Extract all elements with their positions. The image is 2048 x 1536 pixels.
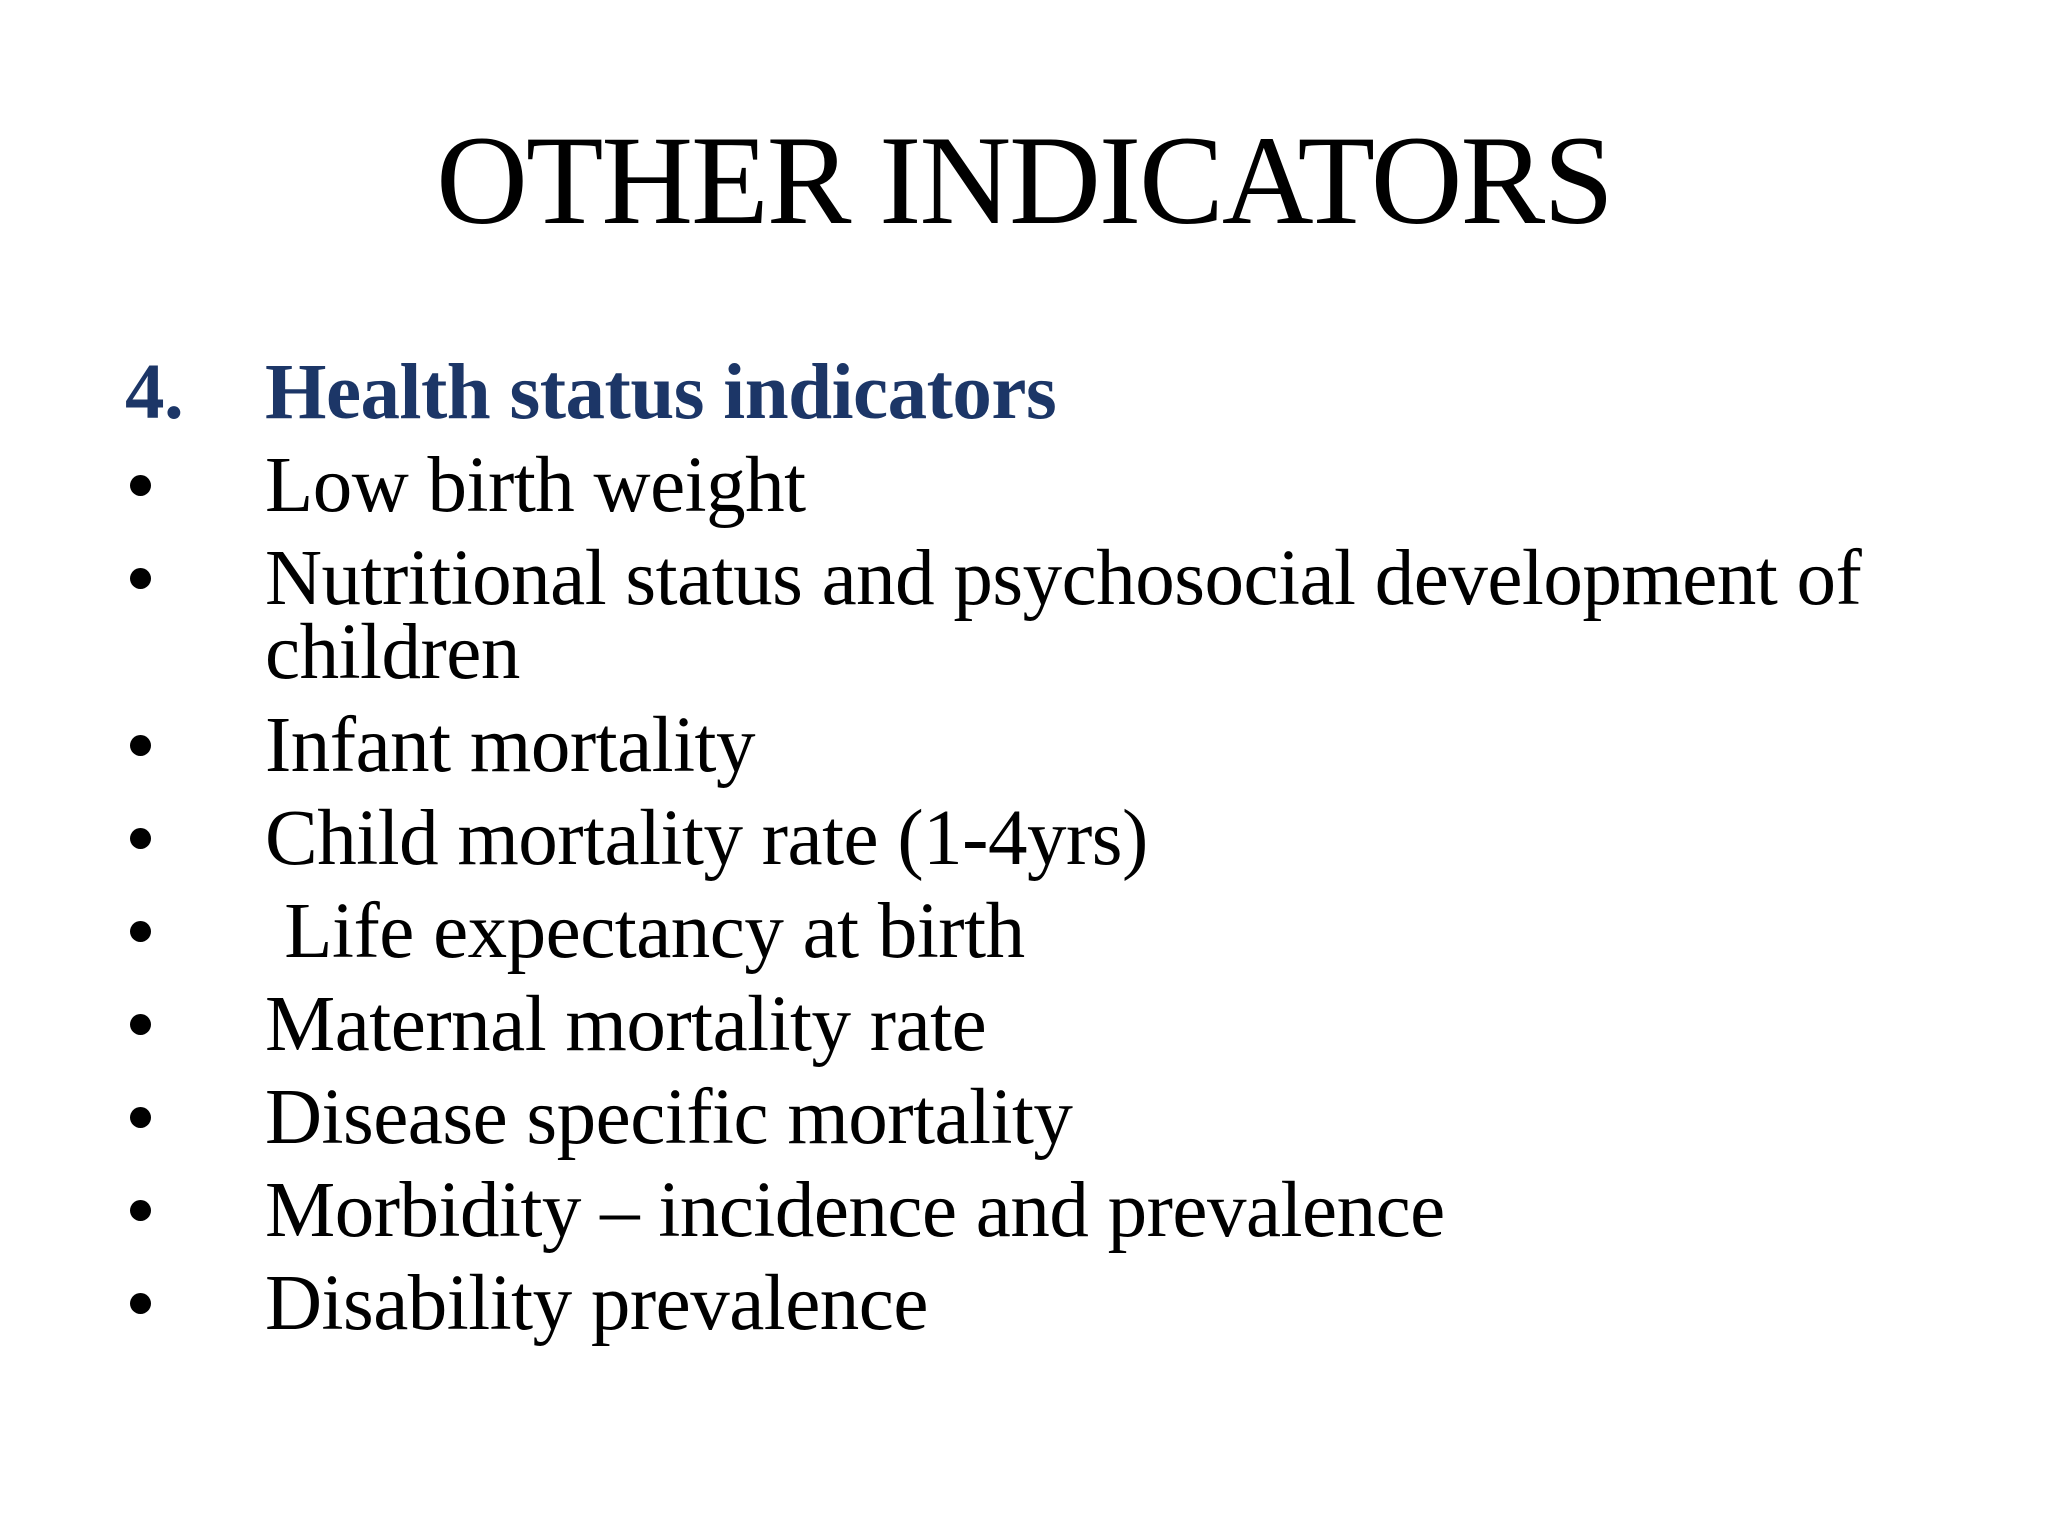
slide-title: OTHER INDICATORS bbox=[436, 111, 1614, 251]
list-item: Morbidity – incidence and prevalence bbox=[125, 1167, 1968, 1254]
list-item-text: Life expectancy at birth bbox=[265, 888, 1025, 975]
bullet-icon bbox=[130, 1014, 151, 1035]
list-item: Disease specific mortality bbox=[125, 1074, 1968, 1161]
bullet-marker bbox=[125, 709, 265, 756]
bullet-marker bbox=[125, 895, 265, 942]
bullet-marker bbox=[125, 1081, 265, 1128]
bullet-marker bbox=[125, 1174, 265, 1221]
list-item: Disability prevalence bbox=[125, 1260, 1968, 1347]
list-item-text: Morbidity – incidence and prevalence bbox=[265, 1167, 1445, 1254]
indicator-list: 4. Health status indicators Low birth we… bbox=[125, 349, 1968, 1360]
bullet-icon bbox=[130, 735, 151, 756]
bullet-icon bbox=[130, 1293, 151, 1314]
list-item: Child mortality rate (1-4yrs) bbox=[125, 795, 1968, 882]
heading-text: Health status indicators bbox=[265, 349, 1057, 436]
list-item: Infant mortality bbox=[125, 702, 1968, 789]
list-item-text: Disease specific mortality bbox=[265, 1074, 1073, 1161]
list-item-text: Child mortality rate (1-4yrs) bbox=[265, 795, 1148, 882]
bullet-icon bbox=[130, 1107, 151, 1128]
list-item: Life expectancy at birth bbox=[125, 888, 1968, 975]
list-heading-row: 4. Health status indicators bbox=[125, 349, 1968, 436]
list-item-text: Nutritional status and psychosocial deve… bbox=[265, 535, 1881, 696]
bullet-icon bbox=[130, 1200, 151, 1221]
bullet-icon bbox=[130, 568, 151, 589]
bullet-marker bbox=[125, 449, 265, 496]
bullet-icon bbox=[130, 475, 151, 496]
bullet-marker bbox=[125, 542, 265, 589]
list-item-text: Infant mortality bbox=[265, 702, 756, 789]
bullet-icon bbox=[130, 828, 151, 849]
list-item: Low birth weight bbox=[125, 442, 1968, 529]
bullet-marker bbox=[125, 988, 265, 1035]
list-item-text: Low birth weight bbox=[265, 442, 806, 529]
list-item: Maternal mortality rate bbox=[125, 981, 1968, 1068]
list-item-text: Maternal mortality rate bbox=[265, 981, 987, 1068]
heading-number: 4. bbox=[125, 349, 184, 436]
list-item-text: Disability prevalence bbox=[265, 1260, 928, 1347]
bullet-icon bbox=[130, 921, 151, 942]
bullet-marker bbox=[125, 1267, 265, 1314]
bullet-marker bbox=[125, 802, 265, 849]
list-item: Nutritional status and psychosocial deve… bbox=[125, 535, 1968, 696]
